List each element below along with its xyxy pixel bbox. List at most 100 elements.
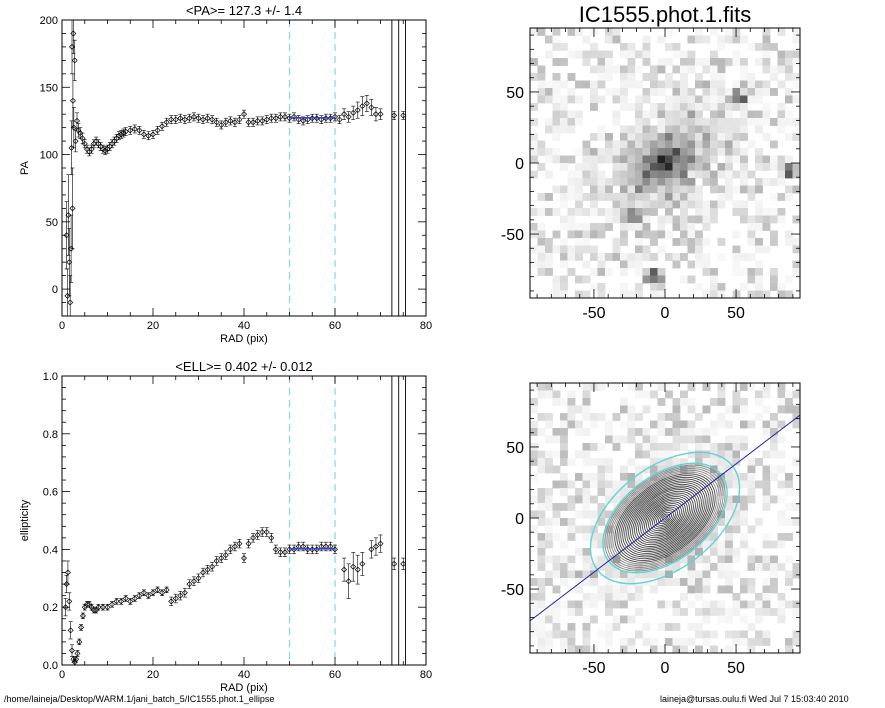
image-pixel bbox=[665, 178, 673, 186]
image-pixel bbox=[567, 110, 576, 119]
image-pixel bbox=[672, 413, 681, 421]
image-pixel bbox=[560, 540, 568, 549]
data-point bbox=[400, 112, 407, 119]
image-pixel bbox=[785, 488, 793, 496]
image-pixel bbox=[545, 488, 553, 496]
data-point bbox=[350, 109, 357, 116]
image-pixel bbox=[552, 58, 561, 66]
x-tick-label: 80 bbox=[420, 669, 432, 681]
image-pixel bbox=[612, 600, 621, 609]
image-pixel bbox=[725, 118, 733, 126]
image-pixel bbox=[552, 630, 561, 639]
image-pixel bbox=[635, 268, 643, 276]
image-pixel bbox=[537, 73, 546, 81]
image-pixel bbox=[785, 503, 793, 511]
image-pixel bbox=[650, 238, 658, 246]
image-pixel bbox=[702, 200, 711, 209]
image-pixel bbox=[642, 148, 651, 156]
image-pixel bbox=[635, 163, 643, 171]
image-pixel bbox=[560, 238, 568, 246]
image-pixel bbox=[597, 125, 606, 134]
image-pixel bbox=[612, 118, 621, 126]
data-point bbox=[127, 598, 134, 605]
image-pixel bbox=[710, 28, 718, 36]
image-pixel bbox=[582, 615, 591, 624]
image-pixel bbox=[605, 458, 613, 466]
image-pixel bbox=[560, 275, 568, 284]
image-pixel bbox=[762, 290, 771, 298]
image-pixel bbox=[762, 155, 771, 164]
image-pixel bbox=[605, 420, 613, 429]
image-pixel bbox=[612, 35, 621, 44]
image-pixel bbox=[785, 518, 793, 526]
image-pixel bbox=[725, 58, 733, 66]
image-pixel bbox=[612, 140, 621, 149]
image-pixel bbox=[702, 443, 711, 451]
image-pixel bbox=[627, 223, 636, 231]
image-pixel bbox=[665, 28, 673, 36]
image-pixel bbox=[702, 638, 711, 646]
data-point bbox=[200, 116, 207, 123]
image-pixel bbox=[695, 450, 703, 459]
image-pixel bbox=[582, 525, 591, 534]
y-axis-label: PA bbox=[19, 160, 31, 175]
image-pixel bbox=[710, 290, 718, 298]
y-tick-label: 0.6 bbox=[43, 487, 58, 499]
image-pixel bbox=[687, 163, 696, 171]
image-pixel bbox=[620, 260, 628, 269]
image-pixel bbox=[732, 58, 741, 66]
image-pixel bbox=[590, 268, 598, 276]
image-pixel bbox=[657, 125, 666, 134]
image-pixel bbox=[582, 555, 591, 564]
image-pixel bbox=[777, 435, 786, 444]
image-pixel bbox=[792, 238, 800, 246]
image-pixel bbox=[725, 405, 733, 414]
image-pixel bbox=[642, 170, 651, 179]
image-pixel bbox=[732, 510, 741, 519]
image-pixel bbox=[560, 563, 568, 571]
image-pixel bbox=[785, 398, 793, 406]
image-pixel bbox=[642, 253, 651, 261]
image-pixel bbox=[777, 383, 786, 391]
image-pixel bbox=[717, 555, 726, 564]
image-pixel bbox=[620, 73, 628, 81]
data-point bbox=[213, 119, 220, 126]
image-pixel bbox=[762, 608, 771, 616]
image-pixel bbox=[590, 600, 598, 609]
image-pixel bbox=[680, 223, 688, 231]
image-pixel bbox=[680, 193, 688, 201]
image-pixel bbox=[567, 398, 576, 406]
image-pixel bbox=[567, 73, 576, 81]
image-pixel bbox=[755, 185, 763, 194]
image-pixel bbox=[642, 118, 651, 126]
image-pixel bbox=[620, 570, 628, 579]
image-pixel bbox=[732, 133, 741, 141]
image-pixel bbox=[762, 178, 771, 186]
image-pixel bbox=[627, 405, 636, 414]
image-pixel bbox=[612, 253, 621, 261]
image-pixel bbox=[552, 230, 561, 239]
image-pixel bbox=[545, 95, 553, 104]
image-pixel bbox=[732, 80, 741, 89]
image-pixel bbox=[725, 103, 733, 111]
image-pixel bbox=[530, 155, 538, 164]
image-pixel bbox=[567, 125, 576, 134]
image-pixel bbox=[740, 495, 748, 504]
image-pixel bbox=[605, 435, 613, 444]
x-tick-label: 80 bbox=[420, 320, 432, 332]
image-pixel bbox=[530, 630, 538, 639]
image-pixel bbox=[552, 533, 561, 541]
image-pixel bbox=[552, 608, 561, 616]
image-pixel bbox=[687, 110, 696, 119]
data-point bbox=[150, 589, 156, 596]
image-pixel bbox=[650, 283, 658, 291]
image-pixel bbox=[620, 398, 628, 406]
image-pixel bbox=[627, 473, 636, 481]
data-point bbox=[159, 589, 166, 596]
image-pixel bbox=[575, 570, 583, 579]
data-point bbox=[76, 638, 83, 645]
image-pixel bbox=[755, 638, 763, 646]
image-pixel bbox=[590, 495, 598, 504]
image-pixel bbox=[582, 155, 591, 164]
x-tick-label: 0 bbox=[59, 669, 65, 681]
